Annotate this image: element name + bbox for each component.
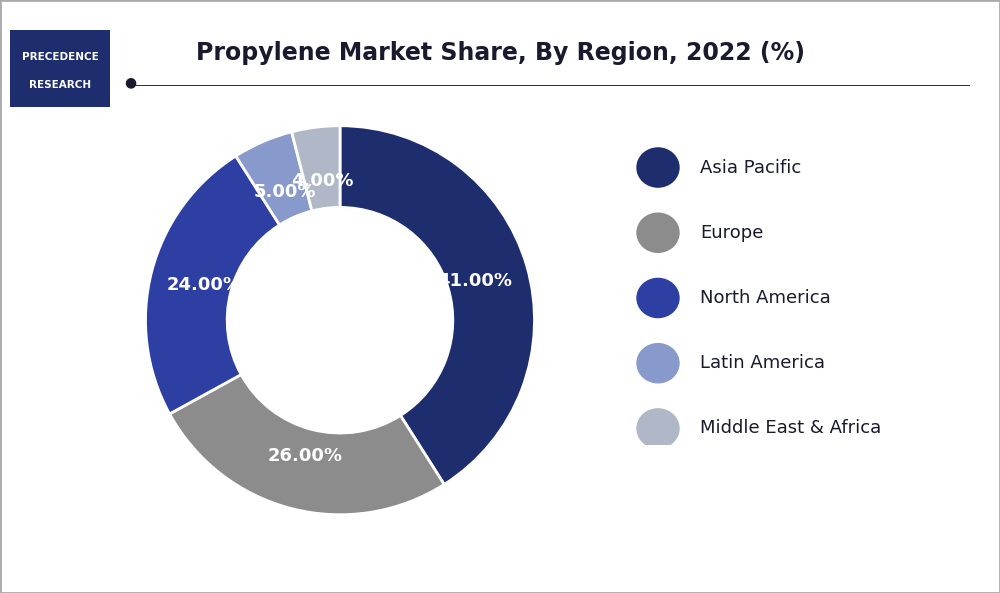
- Text: Europe: Europe: [700, 224, 763, 242]
- Text: Propylene Market Share, By Region, 2022 (%): Propylene Market Share, By Region, 2022 …: [196, 42, 804, 65]
- Text: ●: ●: [124, 75, 136, 89]
- Text: North America: North America: [700, 289, 831, 307]
- Circle shape: [637, 213, 679, 253]
- Text: Asia Pacific: Asia Pacific: [700, 158, 801, 177]
- Wedge shape: [292, 126, 340, 211]
- Text: 5.00%: 5.00%: [253, 183, 316, 200]
- Circle shape: [637, 343, 679, 383]
- Wedge shape: [170, 375, 444, 515]
- Circle shape: [637, 148, 679, 187]
- Wedge shape: [340, 126, 535, 484]
- Circle shape: [637, 278, 679, 318]
- Text: 4.00%: 4.00%: [291, 173, 354, 190]
- Text: Middle East & Africa: Middle East & Africa: [700, 419, 881, 438]
- Text: PRECEDENCE: PRECEDENCE: [22, 52, 98, 62]
- Wedge shape: [145, 156, 280, 414]
- Text: Latin America: Latin America: [700, 354, 825, 372]
- Wedge shape: [236, 132, 312, 225]
- Text: 24.00%: 24.00%: [167, 276, 242, 294]
- Circle shape: [637, 409, 679, 448]
- Text: RESEARCH: RESEARCH: [29, 80, 91, 90]
- Text: 41.00%: 41.00%: [437, 272, 512, 290]
- Text: 26.00%: 26.00%: [268, 447, 343, 465]
